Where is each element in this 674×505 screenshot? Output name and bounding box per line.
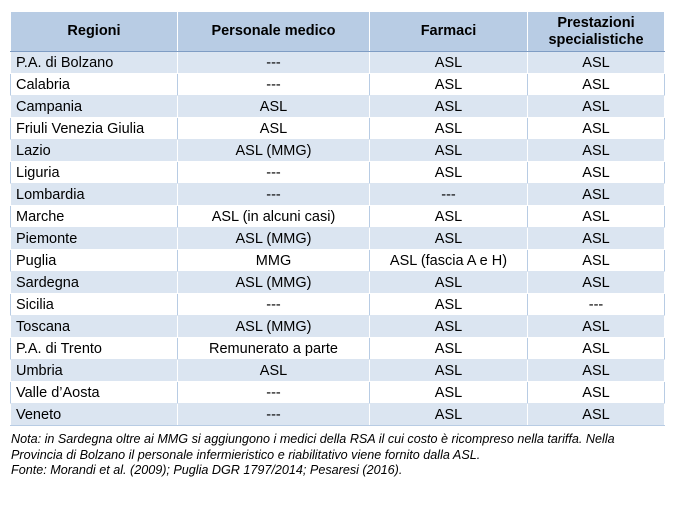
cell-personale-medico: --- [177, 381, 370, 404]
cell-farmaci: ASL [369, 73, 528, 96]
cell-personale-medico: --- [177, 73, 370, 96]
cell-farmaci: ASL [369, 95, 528, 118]
header-farmaci: Farmaci [369, 11, 528, 52]
table-row: Calabria --- ASL ASL [10, 73, 665, 96]
cell-prestazioni: ASL [527, 315, 665, 338]
cell-prestazioni: ASL [527, 227, 665, 250]
cell-prestazioni: --- [527, 293, 665, 316]
cell-region: Puglia [10, 249, 178, 272]
table-row: P.A. di Trento Remunerato a parte ASL ASL [10, 337, 665, 360]
cell-region: Liguria [10, 161, 178, 184]
cell-personale-medico: ASL (MMG) [177, 139, 370, 162]
header-prestazioni-specialistiche: Prestazioni specialistiche [527, 11, 665, 52]
cell-farmaci: ASL [369, 227, 528, 250]
table-row: Campania ASL ASL ASL [10, 95, 665, 118]
cell-region: Friuli Venezia Giulia [10, 117, 178, 140]
note-text: Nota: in Sardegna oltre ai MMG si aggiun… [11, 432, 615, 462]
header-regioni: Regioni [10, 11, 178, 52]
cell-farmaci: ASL [369, 271, 528, 294]
cell-region: Lazio [10, 139, 178, 162]
cell-personale-medico: ASL (MMG) [177, 227, 370, 250]
cell-prestazioni: ASL [527, 161, 665, 184]
cell-personale-medico: ASL (MMG) [177, 315, 370, 338]
cell-personale-medico: ASL (in alcuni casi) [177, 205, 370, 228]
cell-region: P.A. di Bolzano [10, 51, 178, 74]
cell-personale-medico: --- [177, 403, 370, 426]
table-row: Toscana ASL (MMG) ASL ASL [10, 315, 665, 338]
cell-personale-medico: MMG [177, 249, 370, 272]
cell-prestazioni: ASL [527, 337, 665, 360]
cell-personale-medico: --- [177, 161, 370, 184]
cell-prestazioni: ASL [527, 381, 665, 404]
cell-region: Sicilia [10, 293, 178, 316]
cell-prestazioni: ASL [527, 205, 665, 228]
cell-region: Veneto [10, 403, 178, 426]
document-figure: Regioni Personale medico Farmaci Prestaz… [10, 11, 665, 479]
cell-personale-medico: ASL [177, 95, 370, 118]
cell-personale-medico: ASL (MMG) [177, 271, 370, 294]
cell-region: Campania [10, 95, 178, 118]
cell-prestazioni: ASL [527, 271, 665, 294]
table-row: Lazio ASL (MMG) ASL ASL [10, 139, 665, 162]
table-row: Liguria --- ASL ASL [10, 161, 665, 184]
cell-personale-medico: --- [177, 183, 370, 206]
table-row: Sardegna ASL (MMG) ASL ASL [10, 271, 665, 294]
cell-prestazioni: ASL [527, 183, 665, 206]
table-row: Valle d’Aosta --- ASL ASL [10, 381, 665, 404]
cell-prestazioni: ASL [527, 117, 665, 140]
table-row: P.A. di Bolzano --- ASL ASL [10, 51, 665, 74]
source-text: Fonte: Morandi et al. (2009); Puglia DGR… [11, 463, 403, 477]
table-body: P.A. di Bolzano --- ASL ASL Calabria --- ASL AS… [10, 51, 665, 426]
cell-region: Piemonte [10, 227, 178, 250]
cell-farmaci: ASL [369, 403, 528, 426]
cell-farmaci: ASL [369, 161, 528, 184]
cell-region: Toscana [10, 315, 178, 338]
cell-prestazioni: ASL [527, 403, 665, 426]
table-row: Marche ASL (in alcuni casi) ASL ASL [10, 205, 665, 228]
table-note: Nota: in Sardegna oltre ai MMG si aggiun… [11, 432, 663, 479]
cell-region: Umbria [10, 359, 178, 382]
cell-region: Valle d’Aosta [10, 381, 178, 404]
cell-personale-medico: ASL [177, 359, 370, 382]
header-personale-medico: Personale medico [177, 11, 370, 52]
cell-personale-medico: --- [177, 293, 370, 316]
cell-farmaci: ASL [369, 381, 528, 404]
cell-prestazioni: ASL [527, 73, 665, 96]
regions-table: Regioni Personale medico Farmaci Prestaz… [10, 11, 665, 426]
cell-personale-medico: ASL [177, 117, 370, 140]
cell-region: Sardegna [10, 271, 178, 294]
table-row: Puglia MMG ASL (fascia A e H) ASL [10, 249, 665, 272]
table-row: Friuli Venezia Giulia ASL ASL ASL [10, 117, 665, 140]
table-row: Lombardia --- --- ASL [10, 183, 665, 206]
cell-prestazioni: ASL [527, 139, 665, 162]
cell-prestazioni: ASL [527, 51, 665, 74]
cell-farmaci: ASL [369, 293, 528, 316]
table-row: Veneto --- ASL ASL [10, 403, 665, 426]
table-row: Umbria ASL ASL ASL [10, 359, 665, 382]
cell-region: Lombardia [10, 183, 178, 206]
cell-farmaci: ASL [369, 337, 528, 360]
cell-prestazioni: ASL [527, 95, 665, 118]
cell-farmaci: --- [369, 183, 528, 206]
cell-region: Marche [10, 205, 178, 228]
cell-farmaci: ASL (fascia A e H) [369, 249, 528, 272]
cell-farmaci: ASL [369, 51, 528, 74]
cell-farmaci: ASL [369, 139, 528, 162]
cell-farmaci: ASL [369, 117, 528, 140]
cell-farmaci: ASL [369, 359, 528, 382]
header-row: Regioni Personale medico Farmaci Prestaz… [10, 11, 665, 52]
cell-farmaci: ASL [369, 205, 528, 228]
cell-region: Calabria [10, 73, 178, 96]
table-row: Sicilia --- ASL --- [10, 293, 665, 316]
cell-farmaci: ASL [369, 315, 528, 338]
cell-prestazioni: ASL [527, 359, 665, 382]
cell-personale-medico: --- [177, 51, 370, 74]
cell-prestazioni: ASL [527, 249, 665, 272]
cell-personale-medico: Remunerato a parte [177, 337, 370, 360]
cell-region: P.A. di Trento [10, 337, 178, 360]
table-row: Piemonte ASL (MMG) ASL ASL [10, 227, 665, 250]
